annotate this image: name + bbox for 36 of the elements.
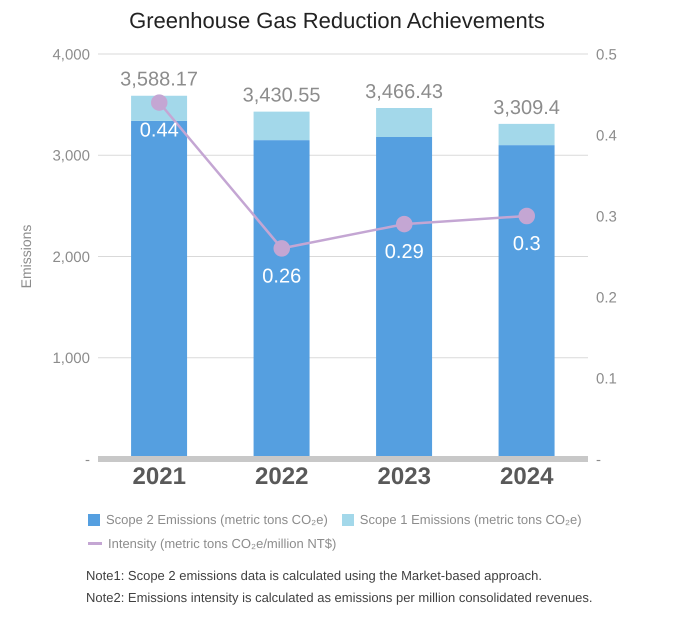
text: Note1: Scope 2 emissions data is calculated using the Market-based approach. xyxy=(86,567,543,585)
bar xyxy=(376,108,432,138)
y-tick-label: 2,000 xyxy=(52,248,90,266)
y-tick-label: - xyxy=(85,451,90,468)
x-tick-label: 2022 xyxy=(255,463,308,490)
legend-label: Intensity (metric tons CO₂e/million NT$) xyxy=(108,536,336,551)
legend-label: Scope 2 Emissions (metric tons CO₂e) xyxy=(106,512,328,527)
chart-title: Greenhouse Gas Reduction Achievements xyxy=(128,8,546,34)
data-label: 0.29 xyxy=(384,241,424,264)
data-label: 0.26 xyxy=(262,265,302,288)
legend-label: Scope 1 Emissions (metric tons CO₂e) xyxy=(360,512,582,527)
y-tick-label: 4,000 xyxy=(52,46,90,64)
y2-tick-label: 0.2 xyxy=(596,289,617,306)
y2-tick-label: 0.3 xyxy=(596,208,617,226)
point xyxy=(396,216,412,232)
y2-tick-label: 0.5 xyxy=(596,46,617,64)
y2-tick-label: - xyxy=(596,451,601,468)
total-label: 3,466.43 xyxy=(365,81,444,104)
y-tick-label: 3,000 xyxy=(52,148,90,165)
x-tick-label: 2021 xyxy=(132,463,186,490)
y-axis-title: Emissions xyxy=(18,224,34,288)
x-tick-label: 2024 xyxy=(500,463,554,490)
data-label: 0.3 xyxy=(512,233,541,255)
point xyxy=(274,240,290,257)
bar xyxy=(498,124,555,146)
data-label: 0.44 xyxy=(140,120,179,142)
x-tick-label: 2023 xyxy=(378,463,431,490)
total-label: 3,430.55 xyxy=(242,84,321,107)
bar xyxy=(254,112,310,140)
point xyxy=(518,208,535,224)
total-label: 3,588.17 xyxy=(120,68,198,91)
y-tick-label: 1,000 xyxy=(52,350,90,368)
total-label: 3,309.4 xyxy=(493,96,560,119)
y2-tick-label: 0.1 xyxy=(596,370,617,388)
text: Note2: Emissions intensity is calculated as emissions per million consolidated revenues. xyxy=(86,589,594,607)
y2-tick-label: 0.4 xyxy=(596,127,617,144)
